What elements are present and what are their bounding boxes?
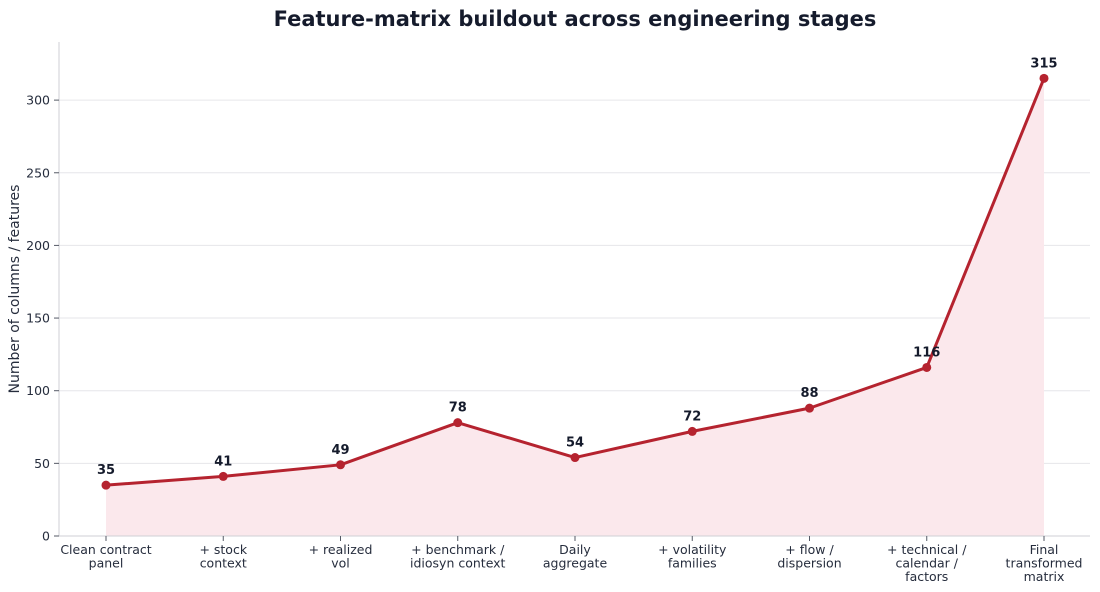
area-fill xyxy=(106,78,1044,536)
x-tick-label: Clean contract panel xyxy=(60,542,151,571)
data-point xyxy=(570,453,580,463)
y-tick-label: 200 xyxy=(26,238,50,253)
y-axis: 0 50 100 150 200 250 300 xyxy=(26,93,59,544)
x-tick-label: + benchmark / idiosyn context xyxy=(410,542,506,571)
data-point xyxy=(922,362,932,372)
data-point xyxy=(218,471,228,481)
data-label: 78 xyxy=(449,401,467,416)
data-label: 49 xyxy=(331,443,349,458)
x-axis: Clean contract panel + stock context + reali… xyxy=(60,536,1082,584)
data-point xyxy=(1039,73,1049,83)
y-tick-label: 100 xyxy=(26,383,50,398)
data-label: 54 xyxy=(566,436,584,451)
data-point xyxy=(805,403,814,413)
data-label: 315 xyxy=(1030,56,1057,71)
x-tick-label: + volatility families xyxy=(658,542,727,571)
y-tick-label: 0 xyxy=(42,529,50,544)
chart-title: Feature-matrix buildout across engineeri… xyxy=(274,7,877,31)
y-axis-label: Number of columns / features xyxy=(7,185,23,394)
data-label: 72 xyxy=(683,409,701,424)
y-tick-label: 250 xyxy=(26,165,50,180)
data-point xyxy=(336,460,345,470)
x-tick-label: + realized vol xyxy=(309,542,373,571)
y-tick-label: 50 xyxy=(34,456,50,471)
y-tick-label: 300 xyxy=(26,93,50,108)
data-label: 116 xyxy=(913,345,940,360)
data-label: 88 xyxy=(800,386,818,401)
y-tick-label: 150 xyxy=(26,311,50,326)
data-label: 41 xyxy=(214,454,232,469)
data-point xyxy=(453,418,463,428)
data-point xyxy=(101,480,111,490)
data-point xyxy=(687,426,697,436)
data-labels: 35 41 49 78 54 72 88 116 315 xyxy=(97,56,1058,478)
x-tick-label: Final transformed matrix xyxy=(1006,542,1083,584)
x-tick-label: + flow / dispersion xyxy=(777,542,841,571)
x-tick-label: + technical / calendar / factors xyxy=(887,542,967,584)
x-tick-label: Daily aggregate xyxy=(543,542,608,571)
data-points xyxy=(101,73,1049,490)
x-tick-label: + stock context xyxy=(199,542,247,571)
data-label: 35 xyxy=(97,463,115,478)
